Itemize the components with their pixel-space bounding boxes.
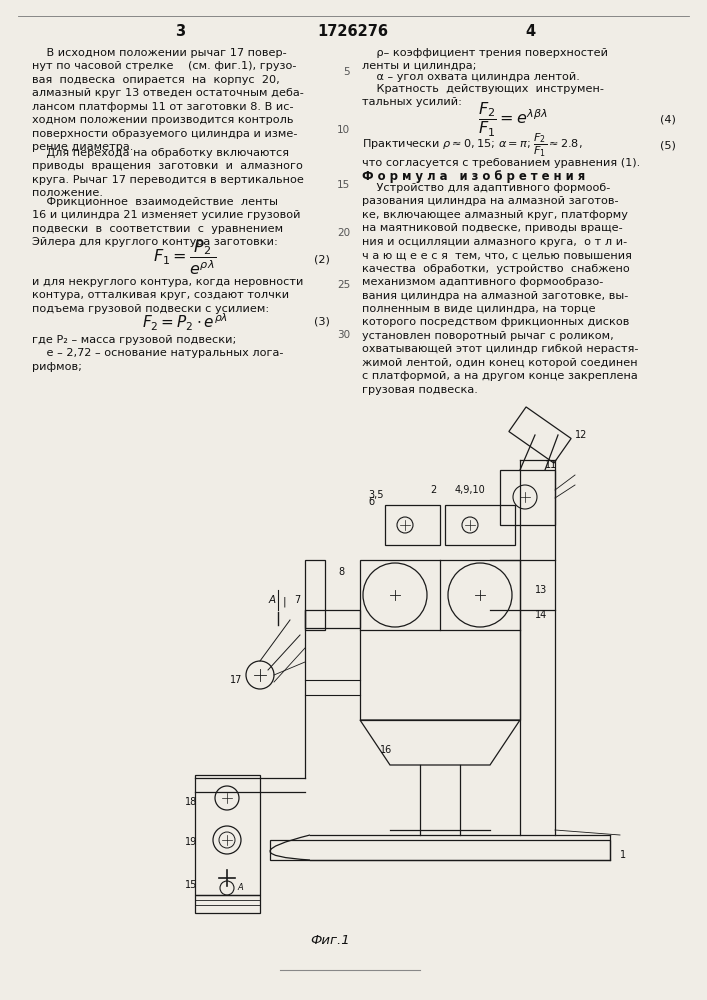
Text: что согласуется с требованием уравнения (1).: что согласуется с требованием уравнения …: [362, 158, 641, 168]
Bar: [385, 505, 440, 545]
Text: 3,5: 3,5: [368, 490, 383, 500]
Text: $F_2 = P_2 \cdot e^{\rho\lambda}$: $F_2 = P_2 \cdot e^{\rho\lambda}$: [142, 311, 228, 333]
Text: Для перехода на обработку включаются
приводы  вращения  заготовки  и  алмазного
: Для перехода на обработку включаются при…: [32, 148, 304, 198]
Text: 25: 25: [337, 280, 350, 290]
Text: 12: 12: [575, 430, 588, 440]
Text: Практически $\rho \approx 0,15$; $\alpha = \pi$; $\dfrac{F_2}{F_1} \approx 2.8$,: Практически $\rho \approx 0,15$; $\alpha…: [362, 131, 583, 159]
Text: $\dfrac{F_2}{F_1} = e^{\lambda\beta\lambda}$: $\dfrac{F_2}{F_1} = e^{\lambda\beta\lamb…: [478, 101, 548, 139]
Text: где P₂ – масса грузовой подвески;
    e – 2,72 – основание натуральных лога-
риф: где P₂ – масса грузовой подвески; e – 2,…: [32, 335, 284, 372]
Text: 10: 10: [337, 125, 350, 135]
Text: 11: 11: [545, 460, 557, 470]
Text: 4,9,10: 4,9,10: [455, 485, 486, 495]
Bar: [305, 560, 325, 630]
Text: A: A: [237, 884, 243, 892]
Text: |: |: [282, 597, 286, 607]
Text: 14: 14: [535, 610, 547, 620]
Text: 17: 17: [230, 675, 243, 685]
Text: Фрикционное  взаимодействие  ленты
16 и цилиндра 21 изменяет усилие грузовой
под: Фрикционное взаимодействие ленты 16 и ци…: [32, 197, 300, 247]
Text: 3: 3: [175, 23, 185, 38]
Text: A: A: [269, 595, 276, 605]
Text: 13: 13: [535, 585, 547, 595]
Bar: [195, 775, 260, 895]
Bar: [195, 895, 260, 913]
Text: 15: 15: [337, 180, 350, 190]
Text: и для некруглого контура, когда неровности
контура, отталкивая круг, создают тол: и для некруглого контура, когда неровнос…: [32, 277, 303, 314]
Text: (3): (3): [314, 317, 330, 327]
Text: б: б: [368, 497, 374, 507]
Text: α – угол охвата цилиндра лентой.: α – угол охвата цилиндра лентой.: [362, 72, 580, 82]
Text: 18: 18: [185, 797, 197, 807]
Bar: [305, 610, 360, 628]
Text: 1: 1: [620, 850, 626, 860]
Text: 19: 19: [185, 837, 197, 847]
Text: Фиг.1: Фиг.1: [310, 934, 350, 946]
Text: 4: 4: [525, 23, 535, 38]
Text: 2: 2: [430, 485, 436, 495]
Text: ρ– коэффициент трения поверхностей
ленты и цилиндра;: ρ– коэффициент трения поверхностей ленты…: [362, 48, 608, 71]
Text: (4): (4): [660, 115, 676, 125]
Text: (2): (2): [314, 255, 330, 265]
Text: Устройство для адаптивного формооб-
разования цилиндра на алмазной заготов-
ке, : Устройство для адаптивного формооб- разо…: [362, 183, 638, 395]
Bar: [445, 505, 515, 545]
Bar: [360, 560, 520, 720]
Text: 30: 30: [337, 330, 350, 340]
Text: 7: 7: [293, 595, 300, 605]
Text: Ф о р м у л а   и з о б р е т е н и я: Ф о р м у л а и з о б р е т е н и я: [362, 170, 585, 183]
Text: 20: 20: [337, 228, 350, 238]
Text: 15: 15: [185, 880, 197, 890]
Text: 8: 8: [338, 567, 344, 577]
Text: 5: 5: [344, 67, 350, 77]
Text: (5): (5): [660, 140, 676, 150]
Text: Кратность  действующих  инструмен-
тальных усилий:: Кратность действующих инструмен- тальных…: [362, 84, 604, 107]
Text: $F_1 = \dfrac{P_2}{e^{\rho\lambda}}$: $F_1 = \dfrac{P_2}{e^{\rho\lambda}}$: [153, 239, 216, 277]
Bar: [500, 470, 555, 525]
Text: 16: 16: [380, 745, 392, 755]
Text: 1726276: 1726276: [317, 23, 389, 38]
Text: В исходном положении рычаг 17 повер-
нут по часовой стрелке    (см. фиг.1), груз: В исходном положении рычаг 17 повер- нут…: [32, 48, 304, 152]
